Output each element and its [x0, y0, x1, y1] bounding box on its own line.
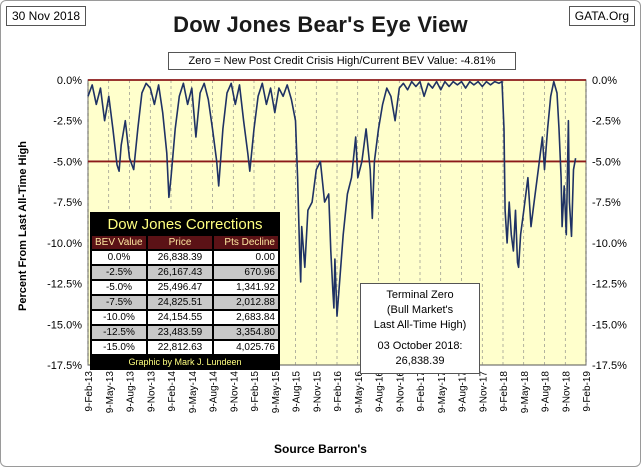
y-tick-label-right: -7.5%	[592, 197, 621, 209]
y-tick-label-right: -15.0%	[592, 319, 627, 331]
col-header-price: Price	[147, 235, 213, 250]
x-tick-label: 9-Aug-15	[292, 371, 303, 413]
y-tick-label-left: -12.5%	[47, 279, 82, 291]
table-row: -7.5% 24,825.51 2,012.88	[91, 295, 279, 310]
corrections-footer: Graphic by Mark J. Lundeen	[91, 355, 279, 369]
bev-cell: -12.5%	[91, 325, 147, 340]
x-tick-label: 9-May-16	[354, 371, 365, 414]
tz-value: 26,838.39	[395, 355, 445, 367]
col-header-bev: BEV Value	[91, 235, 147, 250]
x-tick-label: 9-Aug-14	[209, 371, 220, 413]
x-tick-label: 9-Aug-17	[458, 371, 469, 413]
table-row: -5.0% 25,496.47 1,341.92	[91, 280, 279, 295]
price-cell: 24,154.55	[147, 310, 213, 325]
y-tick-label-left: 0.0%	[57, 75, 82, 87]
tz-date: 03 October 2018:	[377, 340, 463, 352]
decline-cell: 670.96	[213, 265, 279, 280]
decline-cell: 1,341.92	[213, 280, 279, 295]
x-tick-label: 9-May-14	[188, 371, 199, 414]
bev-cell: -5.0%	[91, 280, 147, 295]
x-tick-label: 9-Nov-14	[229, 371, 240, 413]
bev-cell: -7.5%	[91, 295, 147, 310]
price-cell: 24,825.51	[147, 295, 213, 310]
y-tick-labels-right: 0.0% -2.5% -5.0% -7.5% -10.0% -12.5% -15.0% -17…	[592, 75, 627, 372]
price-cell: 22,812.63	[147, 340, 213, 355]
x-tick-label: 9-Feb-18	[499, 371, 510, 412]
x-tick-label: 9-Nov-18	[561, 371, 572, 413]
decline-cell: 3,354.80	[213, 325, 279, 340]
x-tick-label: 9-Nov-16	[395, 371, 406, 413]
reference-lines	[88, 79, 586, 163]
tz-note-2: Last All-Time High)	[373, 319, 467, 331]
x-tick-label: 9-Aug-13	[126, 371, 137, 413]
x-tick-labels: 9-Feb-13 9-May-13 9-Aug-13 9-Nov-13 9-Feb-14…	[84, 371, 593, 414]
date-tag: 30 Nov 2018	[6, 6, 87, 26]
x-tick-label: 9-Feb-14	[167, 371, 178, 412]
x-tick-label: 9-Feb-17	[416, 371, 427, 412]
price-cell: 26,838.39	[147, 250, 213, 265]
bev-cell: 0.0%	[91, 250, 147, 265]
corrections-title: Dow Jones Corrections	[91, 213, 279, 235]
bev-cell: -15.0%	[91, 340, 147, 355]
bev-cell: -2.5%	[91, 265, 147, 280]
x-tick-label: 9-Nov-17	[478, 371, 489, 413]
chart-subtitle: Zero = New Post Credit Crisis High/Curre…	[168, 52, 516, 70]
x-tick-label: 9-Nov-15	[312, 371, 323, 413]
y-tick-label-right: -2.5%	[592, 116, 621, 128]
col-header-pts-decline: Pts Decline	[213, 235, 279, 250]
x-tick-label: 9-Feb-16	[333, 371, 344, 412]
x-tick-label: 9-Aug-18	[541, 371, 552, 413]
price-cell: 26,167.43	[147, 265, 213, 280]
chart-title: Dow Jones Bear's Eye View	[173, 12, 468, 37]
x-tick-label: 9-May-18	[520, 371, 531, 414]
decline-cell: 2,683.84	[213, 310, 279, 325]
y-tick-label-left: -2.5%	[53, 116, 82, 128]
x-tick-label: 9-May-13	[105, 371, 116, 414]
y-tick-label-right: -12.5%	[592, 279, 627, 291]
y-tick-label-left: -15.0%	[47, 319, 82, 331]
tz-heading: Terminal Zero	[386, 289, 454, 301]
price-cell: 23,483.59	[147, 325, 213, 340]
y-tick-label-left: -17.5%	[47, 360, 82, 372]
x-tick-label: 9-Feb-15	[250, 371, 261, 412]
x-tick-label: 9-Nov-13	[146, 371, 157, 413]
y-tick-label-left: -5.0%	[53, 156, 82, 168]
x-tick-label: 9-May-15	[271, 371, 282, 414]
y-tick-label-left: -10.0%	[47, 238, 82, 250]
y-tick-label-right: 0.0%	[592, 75, 617, 87]
bev-cell: -10.0%	[91, 310, 147, 325]
source-tag: GATA.Org	[568, 6, 635, 26]
y-tick-label-right: -10.0%	[592, 238, 627, 250]
table-row: -12.5% 23,483.59 3,354.80	[91, 325, 279, 340]
terminal-zero-box: Terminal Zero (Bull Market's Last All-Ti…	[360, 283, 480, 374]
x-axis-label: Source Barron's	[274, 442, 367, 456]
tz-note-1: (Bull Market's	[386, 304, 454, 316]
decline-cell: 0.00	[213, 250, 279, 265]
x-tick-label: 9-Feb-13	[84, 371, 95, 412]
y-tick-label-right: -5.0%	[592, 156, 621, 168]
corrections-table: Dow Jones Corrections BEV Value Price Pt…	[90, 212, 280, 370]
price-cell: 25,496.47	[147, 280, 213, 295]
table-row: 0.0% 26,838.39 0.00	[91, 250, 279, 265]
series-line-dow-bev	[87, 80, 577, 317]
x-tick-label: 9-Feb-19	[582, 371, 593, 412]
y-tick-label-right: -17.5%	[592, 360, 627, 372]
y-tick-labels-left: 0.0% -2.5% -5.0% -7.5% -10.0% -12.5% -15.0% -17…	[47, 75, 82, 372]
table-row: -2.5% 26,167.43 670.96	[91, 265, 279, 280]
y-tick-label-left: -7.5%	[53, 197, 82, 209]
table-row: -10.0% 24,154.55 2,683.84	[91, 310, 279, 325]
corrections-header-row: BEV Value Price Pts Decline	[91, 235, 279, 250]
x-tick-label: 9-May-17	[437, 371, 448, 414]
table-row: -15.0% 22,812.63 4,025.76	[91, 340, 279, 355]
decline-cell: 2,012.88	[213, 295, 279, 310]
x-tick-label: 9-Aug-16	[375, 371, 386, 413]
decline-cell: 4,025.76	[213, 340, 279, 355]
